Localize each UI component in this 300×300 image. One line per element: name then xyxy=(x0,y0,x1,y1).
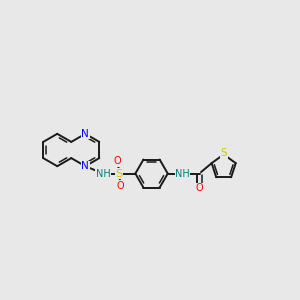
Text: N: N xyxy=(81,129,89,139)
Text: S: S xyxy=(220,148,227,158)
Text: N: N xyxy=(81,161,89,171)
Text: O: O xyxy=(196,183,203,193)
Text: O: O xyxy=(117,181,124,191)
Text: S: S xyxy=(116,169,123,178)
Text: NH: NH xyxy=(96,169,110,178)
Text: NH: NH xyxy=(175,169,190,178)
Text: O: O xyxy=(114,156,122,166)
